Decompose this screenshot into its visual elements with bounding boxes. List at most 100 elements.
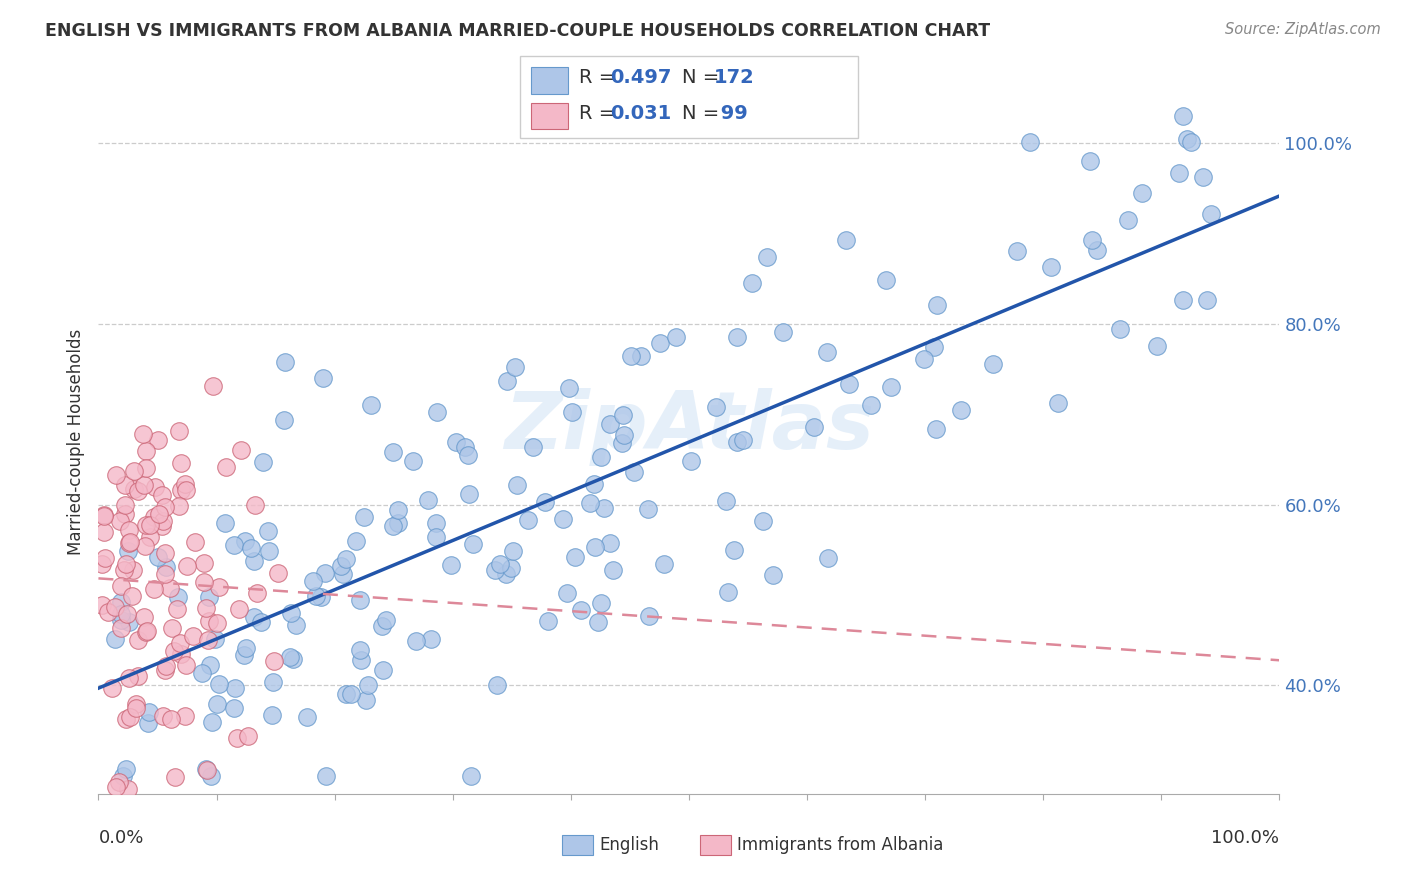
Point <box>224 538 246 552</box>
Point <box>315 769 337 783</box>
Point <box>561 405 583 419</box>
Text: 0.497: 0.497 <box>610 68 672 87</box>
Point <box>1019 135 1042 149</box>
Point <box>118 536 141 550</box>
Point <box>733 434 755 448</box>
Point <box>1005 244 1028 258</box>
Point <box>714 494 737 508</box>
Point <box>402 454 425 468</box>
Point <box>110 613 132 627</box>
Point <box>485 678 508 692</box>
Point <box>555 586 578 600</box>
Point <box>1130 186 1153 200</box>
Point <box>169 456 191 470</box>
Point <box>1180 135 1202 149</box>
Point <box>153 500 176 515</box>
Point <box>1195 293 1218 308</box>
Point <box>817 551 839 566</box>
Point <box>751 514 773 528</box>
Point <box>314 566 336 580</box>
Point <box>112 563 135 577</box>
Point <box>591 596 613 610</box>
Point <box>517 513 540 527</box>
Point <box>924 340 946 354</box>
Point <box>198 657 221 672</box>
Point <box>139 530 162 544</box>
Point <box>153 546 176 560</box>
Text: R =: R = <box>579 103 621 123</box>
Point <box>167 424 190 438</box>
Point <box>228 602 250 616</box>
Point <box>630 349 652 363</box>
Point <box>488 557 510 571</box>
Point <box>166 591 188 605</box>
Point <box>120 710 142 724</box>
Point <box>90 557 112 571</box>
Point <box>332 567 354 582</box>
Point <box>599 536 621 550</box>
Point <box>263 654 285 668</box>
Point <box>122 482 145 496</box>
Point <box>170 647 193 661</box>
Point <box>551 512 574 526</box>
Point <box>304 589 326 603</box>
Point <box>650 336 672 351</box>
Point <box>148 549 170 564</box>
Point <box>201 379 224 393</box>
Point <box>169 636 191 650</box>
Point <box>162 621 184 635</box>
Point <box>457 487 479 501</box>
Point <box>108 514 131 528</box>
Point <box>533 495 555 509</box>
Point <box>949 402 972 417</box>
Point <box>235 640 257 655</box>
Text: ZipAtlas: ZipAtlas <box>503 388 875 467</box>
Point <box>457 448 479 462</box>
Point <box>127 483 149 498</box>
Point <box>136 624 159 639</box>
Point <box>665 330 688 344</box>
Point <box>335 687 357 701</box>
Point <box>249 615 271 629</box>
Point <box>135 444 157 458</box>
Point <box>159 712 181 726</box>
Text: Source: ZipAtlas.com: Source: ZipAtlas.com <box>1225 22 1381 37</box>
Point <box>592 500 614 515</box>
Point <box>184 535 207 549</box>
Point <box>110 579 132 593</box>
Text: 0.031: 0.031 <box>610 103 672 123</box>
Point <box>425 530 447 544</box>
Point <box>195 601 218 615</box>
Point <box>115 712 138 726</box>
Point <box>280 606 302 620</box>
Point <box>1175 132 1198 146</box>
Point <box>463 536 485 550</box>
Point <box>174 476 197 491</box>
Point <box>138 705 160 719</box>
Point <box>981 357 1004 371</box>
Point <box>755 250 778 264</box>
Point <box>215 460 238 475</box>
Point <box>262 675 284 690</box>
Point <box>243 554 266 568</box>
Point <box>349 593 371 607</box>
Point <box>295 709 318 723</box>
Point <box>200 769 222 783</box>
Point <box>114 478 136 492</box>
Point <box>612 408 634 422</box>
Text: 172: 172 <box>714 68 755 87</box>
Point <box>353 509 375 524</box>
Point <box>195 762 218 776</box>
Point <box>135 517 157 532</box>
Point <box>100 681 122 695</box>
Point <box>637 502 659 516</box>
Point <box>114 498 136 512</box>
Point <box>167 499 190 513</box>
Point <box>912 352 935 367</box>
Point <box>118 523 141 537</box>
Point <box>139 518 162 533</box>
Point <box>118 535 141 549</box>
Point <box>111 769 134 783</box>
Point <box>267 566 290 581</box>
Point <box>174 658 197 673</box>
